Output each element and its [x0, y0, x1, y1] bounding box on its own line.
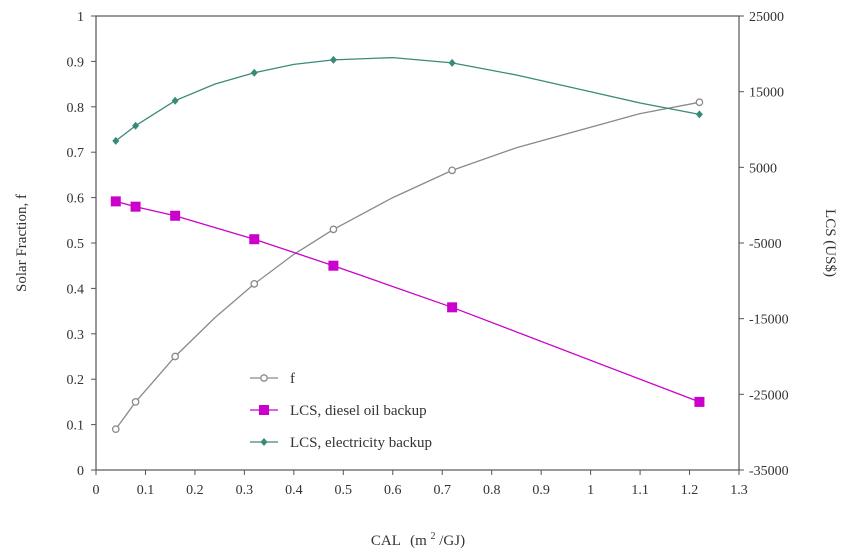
y-left-tick-label: 0.7: [67, 146, 85, 161]
data-point: [448, 166, 456, 175]
x-axis-title: CAL (m 2 /GJ): [371, 527, 465, 549]
data-point: [448, 58, 456, 67]
y-right-tick-label: -25000: [749, 388, 789, 403]
x-tick-label: 0.3: [236, 483, 254, 498]
series-1: [110, 196, 705, 407]
y-left-tick-label: 0.2: [67, 373, 85, 388]
y-right-tick-label: -5000: [749, 237, 782, 252]
x-tick-label: 1.3: [730, 483, 748, 498]
data-point: [110, 196, 121, 207]
y-right-axis-title: LCS (US$): [822, 209, 838, 277]
legend-marker: [260, 374, 268, 382]
y-right-tick-label: 15000: [749, 86, 784, 101]
x-tick-label: 0.1: [137, 483, 155, 498]
data-point: [171, 352, 179, 361]
series-layer: [110, 55, 705, 433]
x-tick-label: 0.8: [483, 483, 501, 498]
data-point: [447, 302, 458, 313]
y-left-tick-label: 1: [77, 10, 84, 25]
y-left-tick-label: 0.9: [67, 55, 85, 70]
y-left-tick-label: 0.1: [67, 419, 85, 434]
data-point: [171, 96, 179, 105]
series-line: [115, 101, 700, 430]
x-axis-title-main: CAL: [371, 533, 401, 549]
y-left-tick-label: 0.4: [67, 282, 85, 297]
x-tick-label: 1: [587, 483, 594, 498]
plot-area: [95, 15, 740, 471]
data-point: [250, 68, 258, 77]
x-tick-label: 0.4: [285, 483, 303, 498]
legend-item: LCS, diesel oil backup: [250, 403, 427, 419]
x-tick-label: 1.2: [681, 483, 699, 498]
y-left-tick-label: 0.5: [67, 237, 85, 252]
data-point: [695, 98, 704, 107]
legend-item: LCS, electricity backup: [250, 435, 432, 451]
data-point: [111, 425, 120, 433]
x-axis-title-unit-suffix: /GJ): [439, 533, 465, 549]
y-left-tick-label: 0: [77, 464, 84, 479]
data-point: [250, 280, 259, 288]
data-point: [132, 121, 140, 130]
data-point: [328, 260, 339, 271]
data-point: [329, 225, 338, 234]
legend-label: f: [290, 371, 295, 387]
data-point: [112, 136, 120, 145]
y-left-tick-label: 0.3: [67, 328, 85, 343]
x-tick-label: 1.1: [631, 483, 649, 498]
x-tick-label: 0.6: [384, 483, 402, 498]
x-axis-title-unit-prefix: (m: [410, 533, 427, 549]
y-right-tick-label: 25000: [749, 10, 784, 25]
legend-marker: [260, 438, 268, 446]
series-0: [111, 98, 704, 433]
x-tick-label: 0.2: [186, 483, 204, 498]
x-axis-title-unit-sup: 2: [431, 531, 436, 542]
legend-label: LCS, diesel oil backup: [290, 403, 427, 419]
data-point: [329, 55, 337, 64]
data-point: [249, 234, 260, 245]
data-point: [131, 398, 140, 406]
x-tick-label: 0.9: [532, 483, 550, 498]
y-left-axis-title: Solar Fraction, f: [14, 194, 30, 292]
x-tick-label: 0.7: [433, 483, 451, 498]
series-2: [112, 55, 703, 145]
legend: f LCS, diesel oil backup LCS, electricity …: [250, 371, 432, 451]
data-point: [170, 210, 181, 221]
legend-item: f: [250, 371, 295, 387]
x-tick-label: 0.5: [335, 483, 353, 498]
data-point: [694, 396, 705, 407]
axis-ticks: 0 0.1 0.2 0.3 0.4 0.5 0.6 0.7 0.8 0.9 1 1.1 1.2 1.3 0 0…: [67, 10, 789, 498]
x-tick-label: 0: [93, 483, 100, 498]
legend-label: LCS, electricity backup: [290, 435, 432, 451]
y-right-tick-label: -15000: [749, 313, 789, 328]
data-point: [130, 201, 141, 212]
y-right-tick-label: -35000: [749, 464, 789, 479]
legend-marker: [259, 405, 269, 415]
y-left-tick-label: 0.6: [67, 192, 85, 207]
data-point: [695, 110, 703, 119]
y-right-tick-label: 5000: [749, 161, 777, 176]
y-left-tick-label: 0.8: [67, 101, 85, 116]
